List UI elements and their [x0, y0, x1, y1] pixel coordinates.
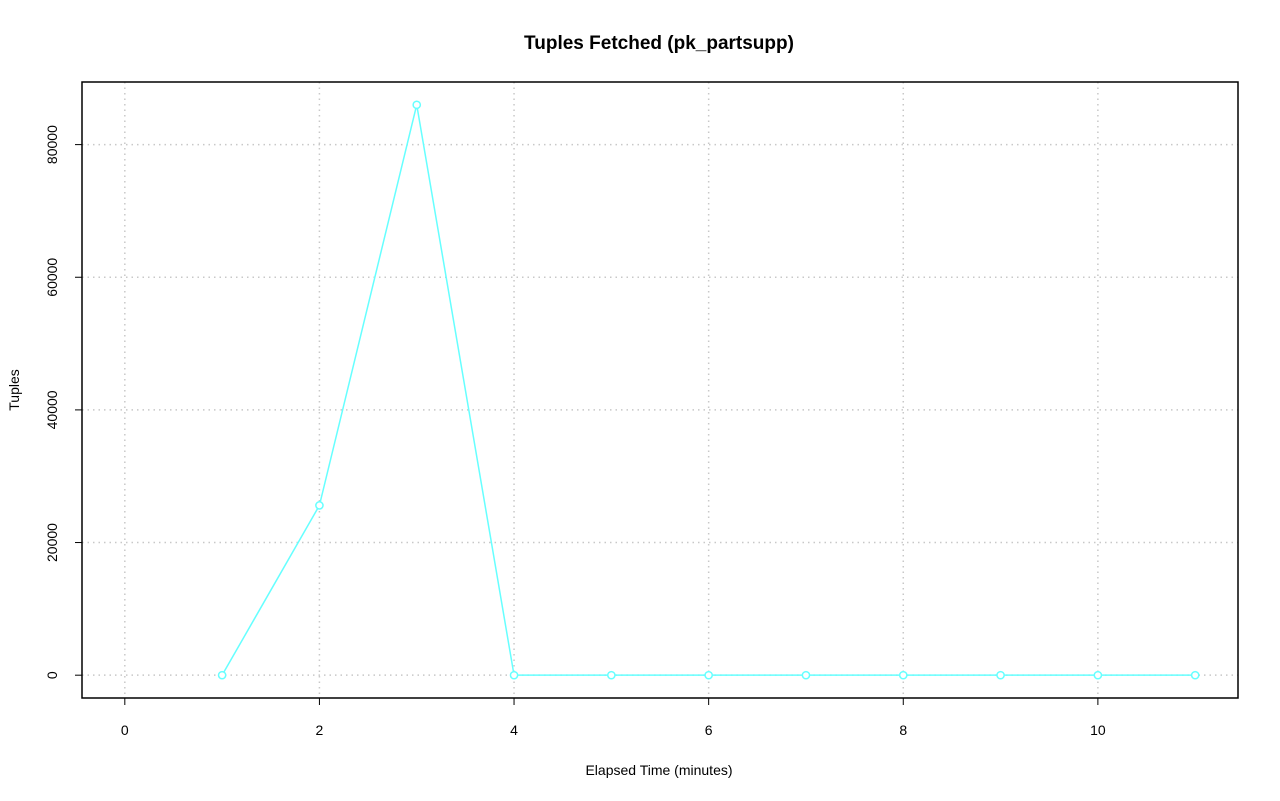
x-tick-label: 4: [510, 722, 518, 738]
y-axis-title: Tuples: [6, 369, 22, 411]
x-tick-label: 6: [705, 722, 713, 738]
x-tick-label: 0: [121, 722, 129, 738]
data-point: [1093, 670, 1103, 680]
plot-frame: [81, 81, 1239, 699]
x-tick-label: 10: [1090, 722, 1106, 738]
y-tick-label: 0: [44, 671, 60, 679]
chart-title: Tuples Fetched (pk_partsupp): [524, 33, 794, 54]
data-point: [1190, 670, 1200, 680]
data-point: [801, 670, 811, 680]
data-point: [509, 670, 519, 680]
y-tick-label: 60000: [44, 258, 60, 297]
x-tick-label: 8: [899, 722, 907, 738]
data-point: [315, 501, 324, 510]
data-point: [606, 670, 616, 680]
data-point: [898, 670, 908, 680]
x-tick-label: 2: [316, 722, 324, 738]
data-point: [996, 670, 1005, 680]
data-point: [704, 670, 714, 680]
data-point: [217, 670, 227, 680]
y-tick-label: 20000: [44, 523, 60, 562]
x-axis-title: Elapsed Time (minutes): [585, 762, 732, 778]
y-tick-label: 40000: [44, 390, 60, 429]
data-point: [412, 100, 422, 110]
y-tick-label: 80000: [44, 125, 60, 164]
